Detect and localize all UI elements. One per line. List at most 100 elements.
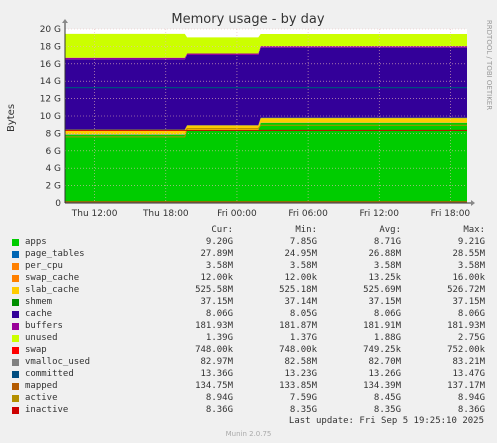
legend-row-page_tables: page_tables 27.89M 24.95M 26.88M 28.55M [12, 248, 490, 260]
y-tick-label: 14 G [40, 77, 61, 87]
legend-max: 181.93M [447, 321, 485, 331]
legend-min: 7.85G [289, 237, 317, 247]
y-tick-label: 20 G [40, 25, 61, 35]
x-tick-label: Fri 12:00 [359, 209, 399, 219]
legend-cur: 525.58M [195, 285, 233, 295]
y-tick-label: 6 G [45, 147, 61, 157]
legend-swatch [12, 382, 19, 390]
legend-min: 1.37G [289, 333, 317, 343]
legend-row-swap_cache: swap_cache 12.00k 12.00k 13.25k 16.00k [12, 272, 490, 284]
legend-row-shmem: shmem 37.15M 37.14M 37.15M 37.15M [12, 296, 490, 308]
legend-cur: 12.00k [200, 273, 233, 283]
legend-min: 3.58M [289, 261, 317, 271]
legend-min: 12.00k [284, 273, 317, 283]
legend-min: 181.87M [279, 321, 317, 331]
legend-cur: 13.36G [200, 369, 233, 379]
legend-avg: 749.25k [363, 345, 401, 355]
legend-min: 8.35G [289, 405, 317, 415]
legend-avg: 8.35G [373, 405, 401, 415]
legend-max: 526.72M [447, 285, 485, 295]
legend-row-per_cpu: per_cpu 3.58M 3.58M 3.58M 3.58M [12, 260, 490, 272]
rrdtool-label: RRDTOOL / TOBI OETIKER [485, 20, 493, 110]
legend-avg: 8.45G [373, 393, 401, 403]
x-tick-label: Fri 06:00 [288, 209, 328, 219]
legend-max: 8.06G [457, 309, 485, 319]
x-axis-arrow [471, 200, 475, 206]
y-tick-label: 8 G [45, 129, 61, 139]
legend-swatch [12, 310, 19, 318]
legend-max: 37.15M [452, 297, 485, 307]
legend-swatch [12, 346, 19, 354]
stacked-areas [65, 33, 467, 203]
legend-header: Cur: Min: Avg: Max: [12, 224, 490, 236]
legend-name: inactive [25, 405, 69, 415]
axes [62, 19, 475, 206]
legend-row-cache: cache 8.06G 8.05G 8.06G 8.06G [12, 308, 490, 320]
legend-row-active: active 8.94G 7.59G 8.45G 8.94G [12, 392, 490, 404]
legend-avg: 13.25k [368, 273, 401, 283]
legend-swatch [12, 298, 19, 306]
legend-avg: 181.91M [363, 321, 401, 331]
legend-max: 752.00k [447, 345, 485, 355]
legend-swatch [12, 286, 19, 294]
legend-avg: 1.88G [373, 333, 401, 343]
area-unused [65, 33, 467, 58]
legend-row-mapped: mapped 134.75M 133.85M 134.39M 137.17M [12, 380, 490, 392]
legend-cur: 134.75M [195, 381, 233, 391]
legend-cur: 82.97M [200, 357, 233, 367]
legend-cur: 37.15M [200, 297, 233, 307]
legend-name: page_tables [25, 249, 85, 259]
legend-row-vmalloc_used: vmalloc_used 82.97M 82.58M 82.70M 83.21M [12, 356, 490, 368]
legend-name: active [25, 393, 58, 403]
legend-min: 37.14M [284, 297, 317, 307]
legend-table: Cur: Min: Avg: Max: apps 9.20G 7.85G 8.71G 9… [12, 224, 490, 416]
legend-swatch [12, 250, 19, 258]
area-apps [65, 123, 467, 203]
legend-cur: 3.58M [205, 261, 233, 271]
legend-swatch [12, 406, 19, 414]
legend-max: 13.47G [452, 369, 485, 379]
legend-name: committed [25, 369, 74, 379]
legend-swatch [12, 358, 19, 366]
legend-min: 82.58M [284, 357, 317, 367]
legend-max: 9.21G [457, 237, 485, 247]
legend-avg: 134.39M [363, 381, 401, 391]
legend-cur: 8.94G [205, 393, 233, 403]
legend-cur: 8.06G [205, 309, 233, 319]
y-tick-label: 18 G [40, 42, 61, 52]
header-avg: Avg: [379, 225, 401, 235]
legend-avg: 13.26G [368, 369, 401, 379]
legend-row-apps: apps 9.20G 7.85G 8.71G 9.21G [12, 236, 490, 248]
legend-min: 133.85M [279, 381, 317, 391]
y-ticks: 0 2 G 4 G 6 G 8 G 10 G 12 G 14 G 16 G 18 G 20 G [40, 25, 62, 209]
y-tick-label: 0 [55, 199, 61, 209]
legend-min: 8.05G [289, 309, 317, 319]
munin-version: Munin 2.0.75 [225, 430, 272, 438]
line-active [65, 124, 467, 138]
legend-name: apps [25, 237, 47, 247]
legend-name: per_cpu [25, 261, 63, 271]
chart-title: Memory usage - by day [171, 12, 324, 27]
y-axis-arrow [62, 19, 68, 23]
legend-max: 8.36G [457, 405, 485, 415]
legend-avg: 8.06G [373, 309, 401, 319]
legend-min: 748.00k [279, 345, 317, 355]
legend-max: 2.75G [457, 333, 485, 343]
legend-cur: 1.39G [205, 333, 233, 343]
legend-avg: 26.88M [368, 249, 401, 259]
y-tick-label: 12 G [40, 95, 61, 105]
legend-name: buffers [25, 321, 63, 331]
legend-row-unused: unused 1.39G 1.37G 1.88G 2.75G [12, 332, 490, 344]
legend-name: unused [25, 333, 58, 343]
legend-max: 3.58M [457, 261, 485, 271]
area-cache [65, 47, 467, 130]
legend-name: cache [25, 309, 53, 319]
legend-max: 137.17M [447, 381, 485, 391]
legend-max: 28.55M [452, 249, 485, 259]
last-update: Last update: Fri Sep 5 19:25:10 2025 [288, 416, 484, 426]
legend-cur: 181.93M [195, 321, 233, 331]
legend-cur: 8.36G [205, 405, 233, 415]
legend-name: mapped [25, 381, 58, 391]
legend-max: 8.94G [457, 393, 485, 403]
x-tick-label: Fri 18:00 [431, 209, 471, 219]
